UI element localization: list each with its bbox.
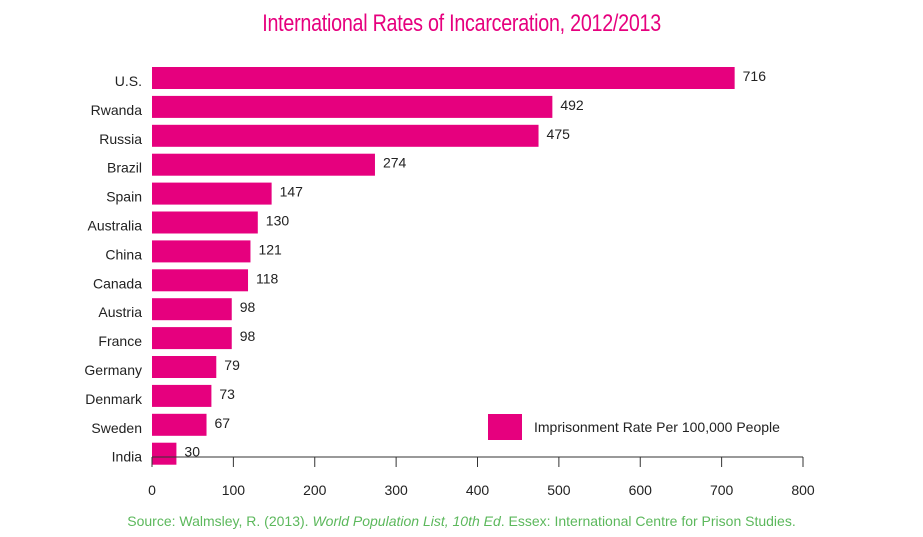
category-label-9: France: [98, 333, 142, 349]
source-suffix: . Essex: International Centre for Prison…: [500, 513, 796, 529]
value-label-1: 492: [560, 97, 584, 113]
bar-7: [152, 269, 249, 292]
value-label-0: 716: [743, 68, 767, 84]
value-label-10: 79: [224, 357, 240, 373]
category-label-2: Russia: [99, 131, 142, 147]
source-label: Source: [127, 513, 172, 529]
chart-title: International Rates of Incarceration, 20…: [262, 10, 661, 37]
category-label-3: Brazil: [107, 160, 142, 176]
bar-9: [152, 327, 232, 350]
category-label-5: Australia: [88, 218, 143, 234]
bar-1: [152, 95, 553, 118]
x-tick-label-1: 100: [222, 482, 246, 498]
category-label-0: U.S.: [115, 73, 142, 89]
category-label-4: Spain: [106, 189, 142, 205]
value-label-9: 98: [240, 328, 256, 344]
category-label-8: Austria: [98, 304, 142, 320]
x-tick-label-0: 0: [148, 482, 156, 498]
bar-4: [152, 182, 272, 205]
category-label-12: Sweden: [91, 420, 142, 436]
legend-swatch: [488, 414, 522, 440]
value-label-5: 130: [266, 213, 290, 229]
source-prefix: : Walmsley, R. (2013).: [171, 513, 313, 529]
x-tick-label-4: 400: [466, 482, 490, 498]
x-axis-ticks: 0 100 200 300 400 500 600 700 800: [148, 457, 815, 498]
x-tick-label-6: 600: [629, 482, 653, 498]
bar-6: [152, 240, 251, 263]
x-tick-label-3: 300: [384, 482, 408, 498]
bar-5: [152, 211, 258, 234]
category-labels: U.S. Rwanda Russia Brazil Spain Australia Chin…: [84, 73, 143, 465]
value-label-8: 98: [240, 299, 256, 315]
x-tick-label-7: 700: [710, 482, 734, 498]
bar-12: [152, 413, 207, 436]
bars-group: [152, 67, 735, 465]
bar-13: [152, 442, 177, 465]
x-tick-label-2: 200: [303, 482, 327, 498]
value-label-7: 118: [256, 270, 279, 286]
bar-3: [152, 153, 375, 176]
bar-8: [152, 298, 232, 321]
category-label-7: Canada: [93, 275, 142, 291]
source-italic: World Population List, 10th Ed: [312, 513, 501, 529]
legend-label: Imprisonment Rate Per 100,000 People: [534, 419, 780, 435]
source-note: Source: Walmsley, R. (2013). World Popul…: [0, 513, 923, 529]
bar-0: [152, 67, 735, 89]
category-label-13: India: [112, 449, 143, 465]
bar-10: [152, 356, 217, 378]
value-label-4: 147: [280, 184, 304, 200]
value-label-13: 30: [184, 444, 200, 460]
value-label-2: 475: [547, 126, 571, 142]
x-tick-label-5: 500: [547, 482, 571, 498]
value-label-12: 67: [215, 415, 231, 431]
category-label-11: Denmark: [85, 391, 143, 407]
legend: Imprisonment Rate Per 100,000 People: [488, 414, 780, 440]
category-label-1: Rwanda: [91, 102, 143, 118]
category-label-6: China: [105, 246, 142, 262]
value-label-3: 274: [383, 155, 407, 171]
x-tick-label-8: 800: [791, 482, 815, 498]
value-label-11: 73: [219, 386, 235, 402]
value-label-6: 121: [258, 241, 282, 257]
bar-11: [152, 384, 212, 407]
category-label-10: Germany: [84, 362, 142, 378]
bar-2: [152, 124, 539, 147]
